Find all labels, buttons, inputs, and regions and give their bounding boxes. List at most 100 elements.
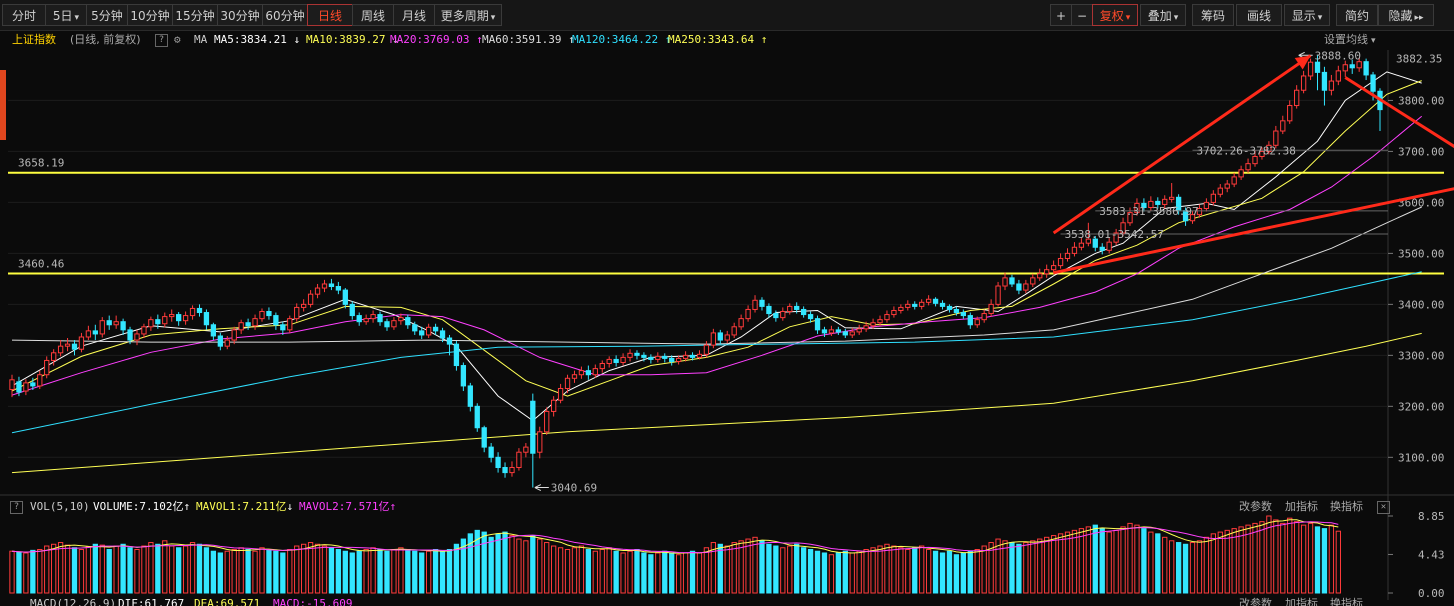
candle-body [898, 306, 904, 311]
volume-bar [592, 550, 598, 594]
gap-label: 3583.31-3586.97 [1099, 205, 1198, 218]
period-tab-6[interactable]: 60分钟 [262, 4, 308, 26]
period-tab-10[interactable]: 更多周期 ▾ [434, 4, 502, 26]
volume-bar [1217, 531, 1223, 594]
candle-body [1196, 208, 1203, 216]
volume-add-indicator-button[interactable]: 加指标 [1285, 500, 1318, 513]
volume-bar [773, 545, 779, 594]
candle-body [1030, 277, 1036, 285]
candle-body [1155, 200, 1161, 205]
candle-body [273, 315, 279, 326]
macd-add-indicator-button[interactable]: 加指标 [1285, 597, 1318, 606]
volume-bar [155, 543, 161, 594]
mavol1-value: MAVOL1:7.211亿↓ [196, 498, 293, 516]
candle-body [224, 339, 230, 347]
candle-body [891, 309, 897, 316]
candle-body [752, 299, 758, 310]
volume-bar [113, 545, 119, 594]
volume-indicator-label[interactable]: VOL(5,10) [30, 500, 90, 513]
period-tab-8[interactable]: 周线 [352, 4, 394, 26]
volume-close-icon[interactable]: ✕ [1377, 501, 1390, 514]
volume-bar [794, 543, 800, 594]
volume-edit-params-button[interactable]: 改参数 [1239, 500, 1272, 513]
candle-body [460, 365, 467, 387]
candle-body [1356, 61, 1362, 69]
volume-help-icon[interactable]: ? [10, 501, 23, 514]
volume-bar [1023, 542, 1029, 594]
volume-switch-indicator-button[interactable]: 换指标 [1330, 500, 1363, 513]
macd-switch-indicator-button[interactable]: 换指标 [1330, 597, 1363, 606]
candle-body [745, 308, 751, 320]
volume-bar [467, 533, 473, 594]
candle-body [537, 431, 543, 453]
candle-body [724, 334, 730, 341]
index-subtitle: (日线, 前复权) [70, 33, 141, 46]
candle-body [1252, 156, 1258, 165]
volume-bar [176, 547, 182, 594]
macd-value: MACD:-15.609 [273, 597, 353, 606]
ma-line-ma250 [11, 332, 1422, 474]
gear-icon[interactable]: ⚙ [174, 33, 181, 46]
volume-bar [1231, 528, 1237, 594]
macd-edit-params-button[interactable]: 改参数 [1239, 597, 1272, 606]
draw-button[interactable]: 画线 [1236, 4, 1282, 26]
volume-bar [960, 552, 967, 594]
period-tab-5[interactable]: 30分钟 [217, 4, 263, 26]
trend-arrow-head [1294, 55, 1311, 70]
hide-button[interactable]: 隐藏 ▸▸ [1378, 4, 1434, 26]
chips-button[interactable]: 筹码 [1192, 4, 1234, 26]
volume-bar [363, 548, 369, 594]
ma-trend-arrow: ↑ [760, 33, 768, 46]
chevron-down-icon: ▾ [74, 13, 80, 23]
period-tab-3[interactable]: 10分钟 [127, 4, 173, 26]
candle-body [655, 355, 661, 360]
left-edge-tab[interactable] [0, 70, 6, 140]
candle-body [974, 319, 980, 326]
volume-bar [689, 550, 696, 594]
volume-bar [1307, 522, 1314, 594]
overlay-button[interactable]: 叠加 ▾ [1140, 4, 1186, 26]
price-tick-label: 3700.00 [1398, 145, 1444, 158]
price-tick-label: 3200.00 [1398, 400, 1444, 413]
ma-label[interactable]: MA [194, 33, 208, 46]
volume-bar [710, 542, 717, 594]
volume-bar [16, 551, 22, 594]
volume-bar [863, 548, 869, 594]
candle-body [627, 352, 633, 358]
volume-bar [703, 547, 710, 594]
candle-body [134, 333, 140, 341]
candle-body [675, 357, 682, 362]
candle-body [196, 307, 203, 314]
period-tab-9[interactable]: 月线 [393, 4, 435, 26]
candle-body [370, 314, 376, 320]
volume-bar [995, 538, 1001, 594]
candle-body [1300, 75, 1307, 91]
candle-body [703, 344, 710, 355]
volume-bar [835, 552, 842, 594]
volume-bar [141, 545, 147, 594]
period-tab-2[interactable]: 5分钟 [86, 4, 128, 26]
volume-bar [1155, 533, 1161, 594]
volume-bar [932, 550, 939, 594]
candle-body [1044, 269, 1050, 275]
volume-bar [37, 548, 43, 594]
period-tab-7[interactable]: 日线 [307, 4, 353, 26]
volume-bar [356, 550, 362, 594]
adjust-button[interactable]: 复权 ▾ [1092, 4, 1138, 26]
help-icon[interactable]: ? [155, 34, 168, 47]
double-chevron-right-icon: ▸▸ [1414, 13, 1424, 23]
candle-body [738, 318, 744, 328]
volume-bar [1127, 522, 1133, 594]
mavol1-text: MAVOL1:7.211亿 [196, 500, 287, 513]
settings-ma-button[interactable]: 设置均线 ▾ [1324, 30, 1376, 51]
candle-body [30, 382, 36, 387]
simple-button[interactable]: 简约 [1336, 4, 1378, 26]
display-button[interactable]: 显示 ▾ [1284, 4, 1330, 26]
index-title[interactable]: 上证指数 [12, 33, 56, 46]
candle-body [120, 321, 126, 331]
candle-body [807, 314, 814, 320]
candle-body [523, 446, 529, 453]
candle-body [1016, 283, 1022, 291]
macd-indicator-label[interactable]: MACD(12,26,9) [30, 597, 117, 606]
